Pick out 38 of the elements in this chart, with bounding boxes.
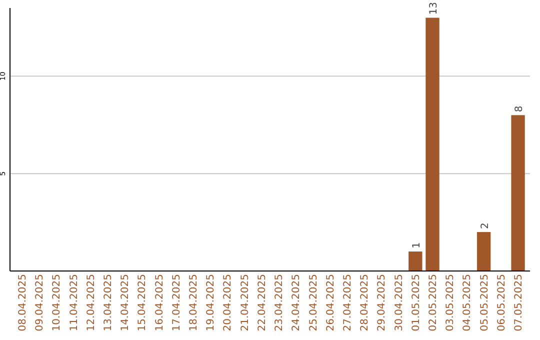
x-tick-label: 10.04.2025 <box>52 274 63 332</box>
x-tick-label: 15.04.2025 <box>137 274 148 332</box>
x-tick-label: 12.04.2025 <box>86 274 97 332</box>
x-tick-label: 09.04.2025 <box>34 274 46 332</box>
x-tick-label: 29.04.2025 <box>376 274 388 332</box>
x-tick-label: 05.05.2025 <box>479 274 490 332</box>
x-tick-label: 28.04.2025 <box>360 274 371 332</box>
x-tick-label: 22.04.2025 <box>256 274 268 332</box>
x-tick-label: 01.05.2025 <box>410 274 422 332</box>
x-tick-label: 21.04.2025 <box>240 274 251 332</box>
x-tick-label: 16.04.2025 <box>154 274 166 332</box>
x-tick-label: 18.04.2025 <box>188 274 200 332</box>
data-label: 8 <box>514 106 526 112</box>
x-tick-label: 03.05.2025 <box>445 274 456 332</box>
x-tick-label: 13.04.2025 <box>103 274 114 332</box>
x-tick-label: 20.04.2025 <box>222 274 234 332</box>
x-tick-label: 02.05.2025 <box>428 274 439 332</box>
bar <box>476 232 491 271</box>
x-tick-label: 27.04.2025 <box>342 274 354 332</box>
data-label: 2 <box>480 222 491 230</box>
x-tick-label: 19.04.2025 <box>206 274 217 332</box>
bar <box>426 18 440 271</box>
x-tick-label: 11.04.2025 <box>68 274 80 332</box>
x-tick-label: 04.05.2025 <box>462 274 474 332</box>
x-tick-label: 25.04.2025 <box>308 274 320 332</box>
x-tick-label: 08.04.2025 <box>17 274 28 332</box>
bar <box>408 252 422 271</box>
data-label: 13 <box>428 2 440 15</box>
x-tick-label: 23.04.2025 <box>274 274 286 332</box>
x-tick-label: 14.04.2025 <box>120 274 132 332</box>
x-tick-label: 06.05.2025 <box>496 274 508 332</box>
data-label: 1 <box>411 242 422 249</box>
x-tick-label: 26.04.2025 <box>325 274 336 332</box>
x-tick-label: 24.04.2025 <box>291 274 302 332</box>
x-tick-label: 07.05.2025 <box>514 274 525 332</box>
bar <box>511 115 525 271</box>
x-tick-label: 30.04.2025 <box>394 274 405 332</box>
x-tick-label: 17.04.2025 <box>171 274 182 332</box>
